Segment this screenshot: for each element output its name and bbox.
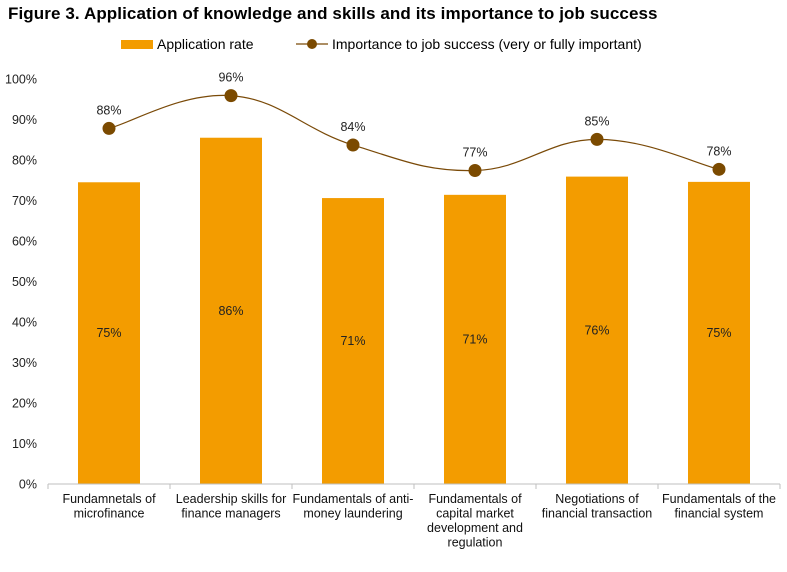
bar — [200, 137, 262, 484]
bar-data-label: 71% — [462, 332, 487, 346]
line-marker — [590, 132, 604, 146]
y-tick-label: 20% — [12, 397, 37, 411]
bar — [322, 198, 384, 484]
line-data-label: 96% — [218, 71, 243, 85]
line-data-label: 84% — [340, 120, 365, 134]
x-category-label: financial system — [675, 507, 764, 521]
x-category-label: Leadership skills for — [176, 492, 286, 506]
y-tick-label: 50% — [12, 275, 37, 289]
x-category-label: development and — [427, 521, 523, 535]
bar — [78, 182, 140, 484]
y-tick-label: 80% — [12, 154, 37, 168]
x-category-label: microfinance — [74, 507, 145, 521]
x-category-label: Fundamnetals of — [62, 492, 156, 506]
line-data-label: 78% — [706, 144, 731, 158]
legend-bar-swatch — [121, 39, 153, 49]
x-category-label: financial transaction — [542, 507, 653, 521]
line-marker — [102, 121, 116, 135]
x-category-label: Negotiations of — [555, 492, 639, 506]
y-tick-label: 60% — [12, 235, 37, 249]
x-category-label: Fundamentals of — [428, 492, 522, 506]
legend-line-marker-icon — [296, 39, 328, 49]
line-marker — [712, 162, 726, 176]
line-data-label: 85% — [584, 114, 609, 128]
bar-data-label: 71% — [340, 334, 365, 348]
bar-data-label: 76% — [584, 323, 609, 337]
bar — [688, 181, 750, 484]
x-category-label: regulation — [448, 536, 503, 550]
bar — [566, 176, 628, 485]
line-data-label: 77% — [462, 146, 487, 160]
legend-label-application-rate: Application rate — [157, 36, 254, 52]
y-tick-label: 100% — [5, 73, 37, 87]
x-category-label: Fundamentals of the — [662, 492, 776, 506]
line-data-label: 88% — [96, 103, 121, 117]
figure-title: Figure 3. Application of knowledge and s… — [8, 4, 658, 23]
legend-label-importance: Importance to job success (very or fully… — [332, 36, 642, 52]
x-category-label: Fundamentals of anti- — [293, 492, 414, 506]
x-category-label: finance managers — [181, 507, 280, 521]
bar — [444, 194, 506, 484]
x-category-label: capital market — [436, 507, 514, 521]
line-marker — [468, 164, 482, 178]
legend-item-application-rate: Application rate — [121, 36, 254, 52]
legend-item-importance: Importance to job success (very or fully… — [296, 36, 642, 52]
bar-data-label: 86% — [218, 304, 243, 318]
line-marker — [224, 89, 238, 103]
y-tick-label: 70% — [12, 194, 37, 208]
y-tick-label: 30% — [12, 356, 37, 370]
y-tick-label: 0% — [19, 478, 37, 492]
y-tick-label: 40% — [12, 316, 37, 330]
x-category-label: money laundering — [303, 507, 402, 521]
line-marker — [346, 138, 360, 152]
importance-line — [108, 94, 720, 172]
bar-data-label: 75% — [706, 326, 731, 340]
bar-data-label: 75% — [96, 326, 121, 340]
y-tick-label: 10% — [12, 437, 37, 451]
y-tick-label: 90% — [12, 113, 37, 127]
